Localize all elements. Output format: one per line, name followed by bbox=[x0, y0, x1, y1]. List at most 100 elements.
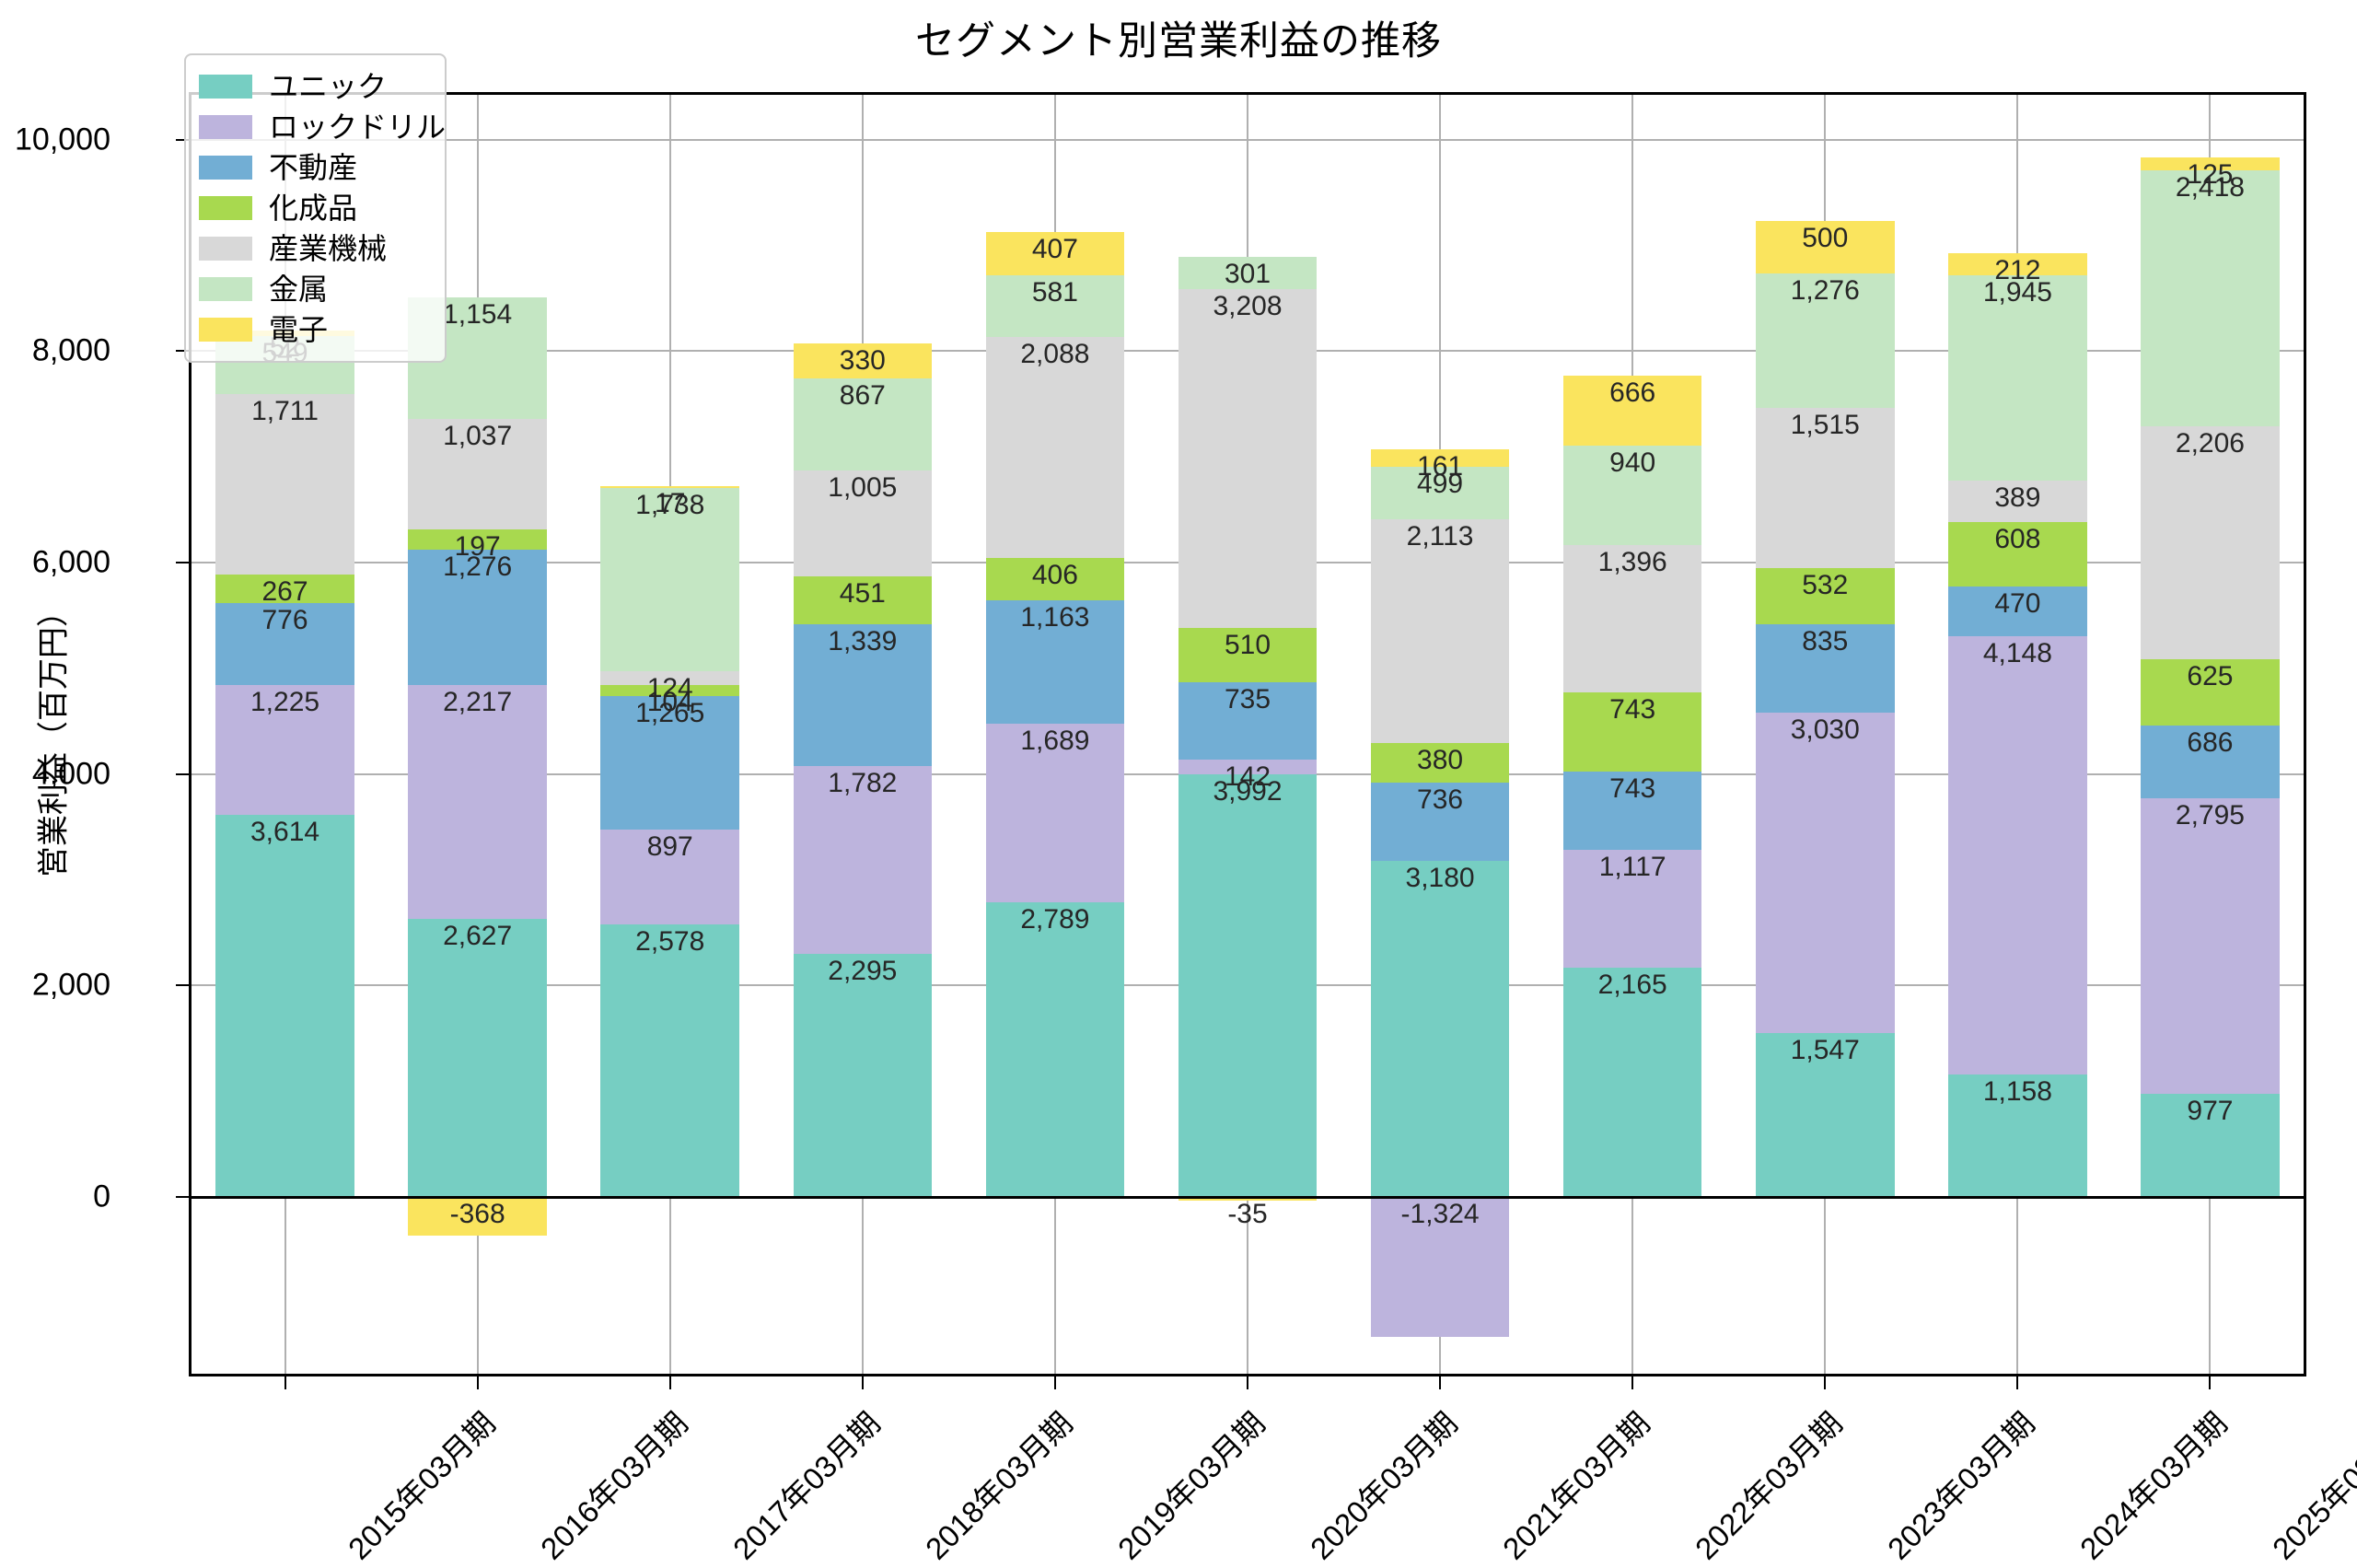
bar-segment bbox=[408, 1196, 547, 1237]
bar-segment bbox=[1562, 545, 1702, 693]
y-tick-label: 8,000 bbox=[31, 332, 110, 368]
bar-segment bbox=[1756, 713, 1895, 1034]
bar-segment bbox=[1948, 252, 2087, 275]
bar-value-label: 1,689 bbox=[1020, 725, 1090, 756]
legend-swatch-icon bbox=[199, 196, 252, 220]
bar-value-label: 301 bbox=[1224, 259, 1271, 290]
legend-item-label: ユニック bbox=[269, 70, 388, 103]
bar-value-label: 1,738 bbox=[635, 489, 705, 520]
y-tick-label: 6,000 bbox=[31, 544, 110, 580]
bar-segment bbox=[985, 901, 1125, 1197]
bar-value-label: 17 bbox=[655, 487, 686, 518]
bar-value-label: 1,163 bbox=[1020, 602, 1090, 633]
bar-segment bbox=[1756, 1033, 1895, 1197]
bar-segment bbox=[793, 576, 933, 624]
bar-value-label: 835 bbox=[1802, 626, 1849, 657]
y-tick-mark bbox=[176, 350, 189, 353]
legend-swatch-icon bbox=[199, 318, 252, 342]
bar-segment bbox=[1178, 760, 1318, 775]
x-tick-label: 2020年03月期 bbox=[1303, 1405, 1464, 1566]
bar-value-label: 406 bbox=[1031, 559, 1078, 590]
bar-segment bbox=[1756, 568, 1895, 625]
bar-segment bbox=[215, 603, 354, 686]
bar-value-label: 451 bbox=[839, 578, 886, 610]
x-tick-mark bbox=[2016, 1376, 2019, 1389]
bar-value-label: 1,276 bbox=[443, 552, 513, 583]
legend-swatch-icon bbox=[199, 75, 252, 99]
bar-segment bbox=[408, 550, 547, 685]
bar-value-label: 897 bbox=[646, 830, 693, 862]
x-tick-mark bbox=[284, 1376, 286, 1389]
x-tick-label: 2017年03月期 bbox=[726, 1405, 887, 1566]
bar-value-label: 1,158 bbox=[1982, 1075, 2052, 1107]
bar-segment bbox=[1562, 771, 1702, 850]
bar-value-label: 510 bbox=[1224, 630, 1271, 661]
x-tick-label: 2019年03月期 bbox=[1110, 1405, 1271, 1566]
legend-item-4[interactable]: 産業機械 bbox=[199, 228, 432, 269]
x-tick-mark bbox=[476, 1376, 479, 1389]
y-tick-label: 4,000 bbox=[31, 756, 110, 792]
bar-segment bbox=[1562, 446, 1702, 546]
x-tick-label: 2024年03月期 bbox=[2073, 1405, 2235, 1566]
bar-segment bbox=[1562, 968, 1702, 1197]
legend-swatch-icon bbox=[199, 237, 252, 261]
bar-segment bbox=[408, 528, 547, 551]
legend-item-2[interactable]: 不動産 bbox=[199, 147, 432, 188]
bar-segment bbox=[215, 685, 354, 815]
bar-segment bbox=[2141, 157, 2280, 171]
bar-value-label: 197 bbox=[454, 530, 501, 562]
bar-segment bbox=[1370, 466, 1510, 519]
bar-value-label: 3,614 bbox=[250, 816, 320, 847]
bar-value-label: 1,037 bbox=[443, 421, 513, 452]
bar-value-label: 532 bbox=[1802, 570, 1849, 601]
bar-segment bbox=[1756, 408, 1895, 569]
bar-segment bbox=[1756, 220, 1895, 273]
bar-value-label: 1,265 bbox=[635, 697, 705, 728]
legend-item-5[interactable]: 金属 bbox=[199, 269, 432, 309]
bar-value-label: 2,578 bbox=[635, 925, 705, 957]
y-tick-mark bbox=[176, 138, 189, 141]
bar-value-label: 743 bbox=[1609, 694, 1656, 726]
legend-swatch-icon bbox=[199, 156, 252, 180]
bar-segment bbox=[215, 575, 354, 604]
bar-segment bbox=[1370, 742, 1510, 784]
axis-spine-top bbox=[189, 92, 2306, 95]
x-tick-mark bbox=[1631, 1376, 1634, 1389]
bar-segment bbox=[1370, 449, 1510, 467]
legend-item-label: 産業機械 bbox=[269, 232, 388, 265]
legend-item-6[interactable]: 電子 bbox=[199, 309, 432, 350]
bar-segment bbox=[1948, 521, 2087, 587]
bar-segment bbox=[2141, 725, 2280, 798]
axis-spine-right bbox=[2304, 92, 2306, 1376]
bar-segment bbox=[600, 485, 739, 488]
x-tick-mark bbox=[861, 1376, 864, 1389]
legend-item-3[interactable]: 化成品 bbox=[199, 188, 432, 228]
bar-value-label: 1,154 bbox=[443, 298, 513, 330]
bar-segment bbox=[985, 557, 1125, 601]
zero-line bbox=[189, 1195, 2306, 1199]
bar-value-label: 2,217 bbox=[443, 686, 513, 717]
bar-segment bbox=[600, 829, 739, 924]
bar-segment bbox=[408, 419, 547, 529]
bar-value-label: 867 bbox=[839, 380, 886, 412]
bar-value-label: 1,225 bbox=[250, 687, 320, 718]
bar-value-label: -1,324 bbox=[1400, 1198, 1480, 1229]
bar-segment bbox=[408, 684, 547, 920]
bar-value-label: 124 bbox=[646, 673, 693, 704]
bar-value-label: 608 bbox=[1994, 523, 2041, 554]
y-tick-mark bbox=[176, 984, 189, 987]
bar-segment bbox=[600, 923, 739, 1197]
bar-segment bbox=[2141, 425, 2280, 660]
bar-segment bbox=[408, 919, 547, 1197]
bar-segment bbox=[2141, 1093, 2280, 1197]
bar-value-label: 2,795 bbox=[2175, 799, 2245, 830]
legend-item-1[interactable]: ロックドリル bbox=[199, 107, 446, 147]
bar-value-label: 3,208 bbox=[1213, 290, 1283, 321]
bar-value-label: 3,030 bbox=[1790, 714, 1860, 746]
bar-segment bbox=[1178, 257, 1318, 289]
legend-item-0[interactable]: ユニック bbox=[199, 66, 432, 107]
page-title: セグメント別営業利益の推移 bbox=[915, 19, 1442, 64]
bar-value-label: 940 bbox=[1609, 447, 1656, 479]
bar-segment bbox=[215, 394, 354, 575]
bar-segment bbox=[1562, 849, 1702, 969]
